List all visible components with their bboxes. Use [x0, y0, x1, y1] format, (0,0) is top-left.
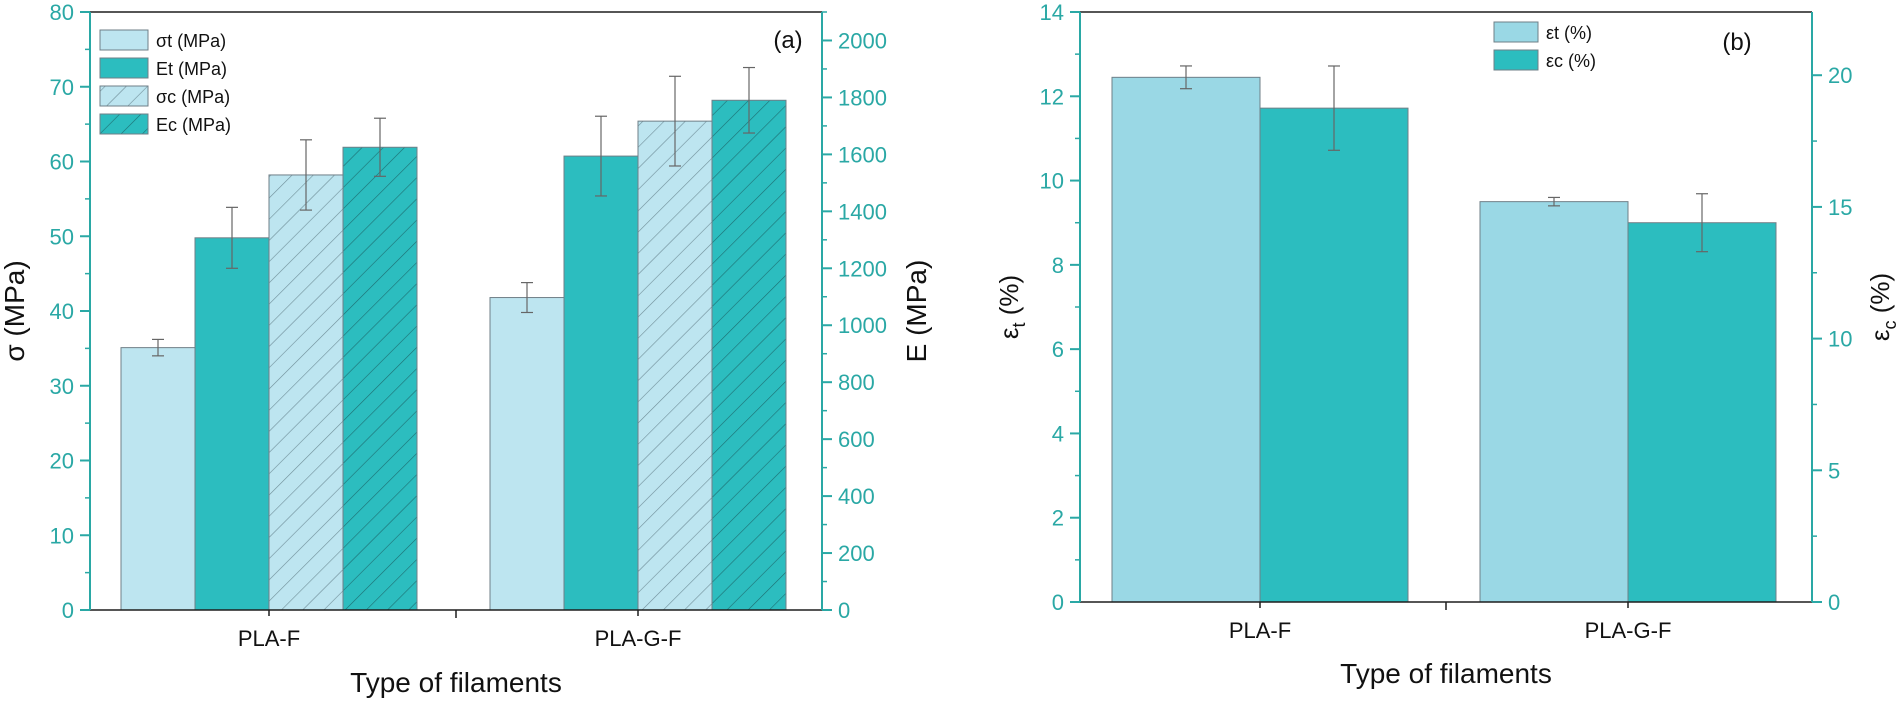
panel-b-left-axis-title: εt (%): [994, 275, 1029, 339]
legend-label-a-1: Et (MPa): [156, 59, 227, 79]
right-tick-label: 0: [1828, 590, 1840, 615]
right-tick-label: 10: [1828, 327, 1852, 352]
legend-label-a-2: σc (MPa): [156, 87, 230, 107]
right-tick-label: 1800: [838, 85, 887, 110]
legend-swatch-b-1: [1493, 49, 1539, 71]
legend-label-b-1: εc (%): [1546, 51, 1596, 71]
left-tick-label: 6: [1052, 337, 1064, 362]
left-tick-label: 14: [1040, 0, 1064, 25]
right-tick-label: 200: [838, 541, 875, 566]
error-bar-a-0-0: [152, 338, 164, 357]
panel-a-error-bars: [152, 66, 755, 357]
right-tick-label: 0: [838, 598, 850, 623]
panel-a-x-axis-title: Type of filaments: [350, 667, 562, 698]
x-tick-label: PLA-G-F: [1585, 618, 1672, 643]
panel-a-bars: [120, 99, 787, 611]
bar-a-2-1: [637, 120, 713, 611]
panel-b-legend: εt (%) εc (%): [1493, 21, 1596, 71]
error-bar-a-3-1: [743, 66, 755, 134]
left-tick-label: 0: [62, 598, 74, 623]
panel-b-right-axis-title: εc (%): [1865, 273, 1898, 341]
left-tick-label: 8: [1052, 253, 1064, 278]
left-tick-label: 10: [1040, 169, 1064, 194]
panel-b-x-axis-title: Type of filaments: [1340, 658, 1552, 689]
panel-a: 0102030405060708002004006008001000120014…: [0, 0, 932, 698]
error-bar-b-0-0: [1180, 65, 1192, 90]
panel-b-ticks: 0 2 4 6 8 10 12 14 0 5 10 15 20 PLA-F PLA-G-F: [1040, 0, 1853, 643]
panel-b: 0 2 4 6 8 10 12 14 0 5 10 15 20 PLA-F PLA-G-F (b) Type…: [994, 0, 1898, 689]
right-tick-label: 1400: [838, 199, 887, 224]
right-tick-label: 5: [1828, 458, 1840, 483]
panel-a-left-axis-title: σ (MPa): [0, 260, 30, 361]
panel-b-bars: [1111, 76, 1777, 603]
legend-swatch-a-1: [99, 57, 149, 79]
panel-a-ticks: 0102030405060708002004006008001000120014…: [50, 0, 887, 651]
bar-a-0-1: [489, 297, 565, 611]
right-tick-label: 800: [838, 370, 875, 395]
error-bar-a-3-0: [374, 117, 386, 177]
left-tick-label: 10: [50, 523, 74, 548]
left-tick-label: 0: [1052, 590, 1064, 615]
legend-swatch-a-3: [99, 113, 149, 135]
bar-a-3-1: [711, 99, 787, 611]
legend-label-a-0: σt (MPa): [156, 31, 226, 51]
error-bar-b-1-0: [1328, 65, 1340, 151]
error-bar-a-2-0: [300, 139, 312, 211]
legend-label-b-0: εt (%): [1546, 23, 1592, 43]
left-tick-label: 30: [50, 374, 74, 399]
panel-a-legend: σt (MPa) Et (MPa) σc (MPa) Ec (MPa): [99, 29, 231, 135]
left-tick-label: 12: [1040, 84, 1064, 109]
bar-b-0-0: [1111, 76, 1261, 603]
panel-b-error-bars: [1180, 65, 1708, 253]
panel-a-label: (a): [773, 27, 802, 54]
panel-b-label: (b): [1722, 29, 1751, 56]
left-tick-label: 60: [50, 150, 74, 175]
legend-swatch-b-0: [1493, 21, 1539, 43]
legend-swatch-a-0: [99, 29, 149, 51]
x-tick-label: PLA-F: [238, 626, 300, 651]
bar-a-1-0: [194, 237, 270, 611]
bar-b-0-1: [1479, 201, 1629, 603]
error-bar-a-2-1: [669, 75, 681, 167]
left-tick-label: 50: [50, 224, 74, 249]
x-tick-label: PLA-G-F: [595, 626, 682, 651]
right-tick-label: 20: [1828, 63, 1852, 88]
right-tick-label: 400: [838, 484, 875, 509]
panel-a-right-axis-title: E (MPa): [901, 260, 932, 363]
bar-a-0-0: [120, 347, 196, 611]
bar-b-1-0: [1259, 107, 1409, 603]
bar-a-3-0: [342, 146, 418, 611]
left-tick-label: 40: [50, 299, 74, 324]
left-tick-label: 2: [1052, 506, 1064, 531]
right-tick-label: 15: [1828, 195, 1852, 220]
right-tick-label: 1600: [838, 142, 887, 167]
right-tick-label: 2000: [838, 28, 887, 53]
left-tick-label: 80: [50, 0, 74, 25]
left-tick-label: 20: [50, 449, 74, 474]
left-tick-label: 70: [50, 75, 74, 100]
error-bar-b-0-1: [1548, 196, 1560, 207]
bar-b-1-1: [1627, 222, 1777, 603]
bar-a-2-0: [268, 174, 344, 611]
right-tick-label: 1000: [838, 313, 887, 338]
legend-swatch-a-2: [99, 85, 149, 107]
right-tick-label: 1200: [838, 256, 887, 281]
left-tick-label: 4: [1052, 421, 1064, 446]
error-bar-a-1-0: [226, 206, 238, 269]
right-tick-label: 600: [838, 427, 875, 452]
bar-a-1-1: [563, 155, 639, 611]
error-bar-a-1-1: [595, 115, 607, 197]
error-bar-b-1-1: [1696, 193, 1708, 253]
legend-label-a-3: Ec (MPa): [156, 115, 231, 135]
error-bar-a-0-1: [521, 281, 533, 314]
x-tick-label: PLA-F: [1229, 618, 1291, 643]
